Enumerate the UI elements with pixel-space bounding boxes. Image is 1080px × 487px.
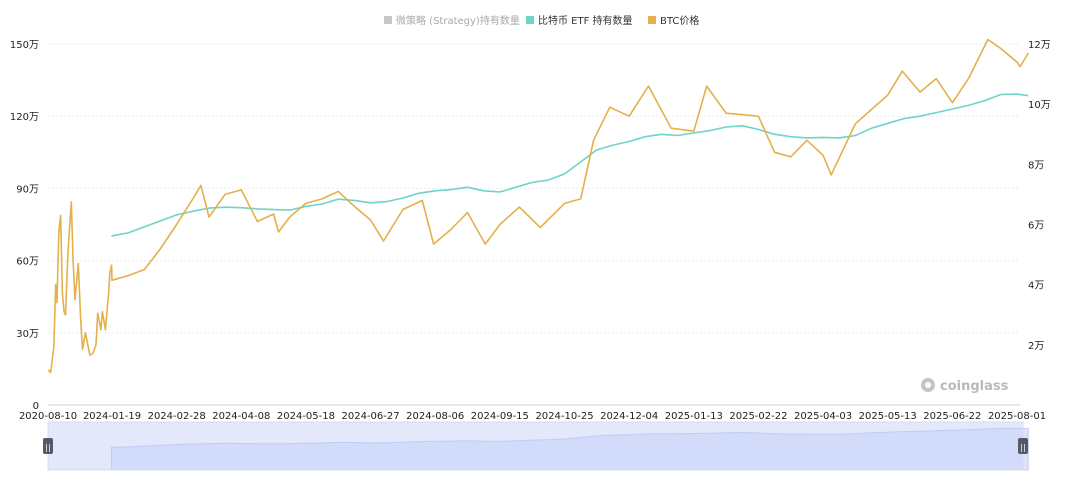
watermark-text: coinglass: [940, 379, 1009, 394]
y-left-tick-label: 0: [33, 401, 39, 412]
y-right-tick-label: 8万: [1028, 160, 1044, 171]
coinglass-logo-icon: [921, 378, 935, 392]
x-tick-label: 2025-01-13: [665, 411, 723, 422]
y-left-tick-label: 150万: [10, 40, 39, 51]
y-left-tick-label: 90万: [16, 184, 39, 195]
x-tick-label: 2024-02-28: [148, 411, 206, 422]
y-left-tick-label: 60万: [16, 257, 39, 268]
y-left-tick-label: 120万: [10, 112, 39, 123]
series-line-btc-price: [47, 38, 1029, 374]
legend-item-label[interactable]: 微策略 (Strategy)持有数量: [396, 14, 520, 27]
y-right-tick-label: 6万: [1028, 221, 1044, 232]
navigator-handle-grip: ||: [45, 443, 50, 452]
navigator-handle-left[interactable]: [43, 438, 53, 454]
x-tick-label: 2024-12-04: [600, 411, 658, 422]
navigator-handle-right[interactable]: [1018, 438, 1028, 454]
legend-item-label[interactable]: BTC价格: [660, 14, 699, 27]
x-tick-label: 2025-04-03: [794, 411, 852, 422]
x-tick-label: 2024-01-19: [83, 411, 141, 422]
legend-item-label[interactable]: 比特币 ETF 持有数量: [538, 14, 633, 27]
legend-swatch[interactable]: [648, 16, 656, 24]
x-tick-label: 2025-05-13: [859, 411, 917, 422]
y-right-tick-label: 4万: [1028, 281, 1044, 292]
series-line-etf-holdings: [110, 93, 1029, 237]
legend-swatch[interactable]: [384, 16, 392, 24]
x-tick-label: 2024-04-08: [212, 411, 270, 422]
y-left-tick-label: 30万: [16, 329, 39, 340]
x-tick-label: 2020-08-10: [19, 411, 77, 422]
x-tick-label: 2024-09-15: [471, 411, 529, 422]
legend-swatch[interactable]: [526, 16, 534, 24]
navigator-handle-grip: ||: [1020, 443, 1025, 452]
navigator-selection[interactable]: [47, 421, 1024, 471]
y-right-tick-label: 10万: [1028, 100, 1051, 111]
x-tick-label: 2024-06-27: [342, 411, 400, 422]
x-tick-label: 2025-06-22: [923, 411, 981, 422]
x-tick-label: 2025-02-22: [729, 411, 787, 422]
x-tick-label: 2024-08-06: [406, 411, 464, 422]
y-right-tick-label: 12万: [1028, 40, 1051, 51]
navigator-series-area: [111, 427, 1029, 471]
y-right-tick-label: 2万: [1028, 341, 1044, 352]
x-tick-label: 2025-08-01: [988, 411, 1046, 422]
x-tick-label: 2024-05-18: [277, 411, 335, 422]
x-tick-label: 2024-10-25: [535, 411, 593, 422]
